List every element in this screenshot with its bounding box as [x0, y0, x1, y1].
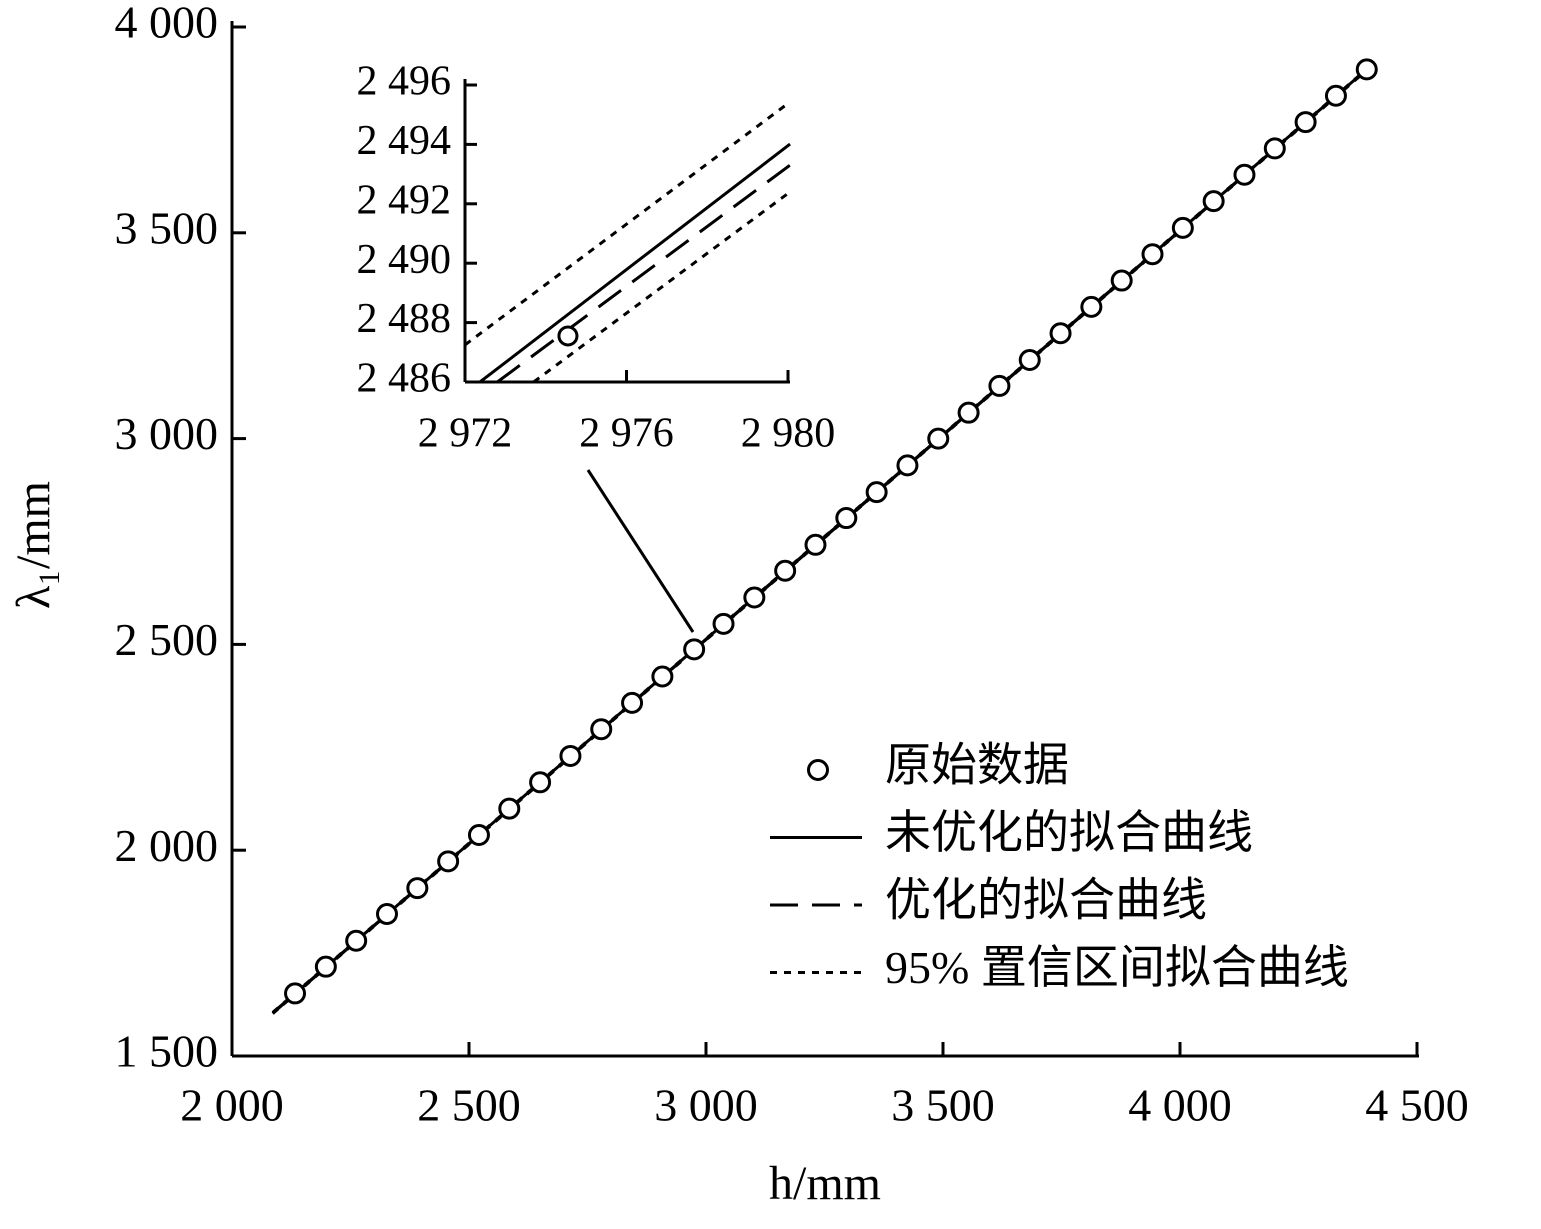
fit-line — [532, 190, 791, 384]
x-tick-label: 3 500 — [891, 1080, 995, 1131]
data-point — [284, 982, 307, 1005]
data-point — [651, 665, 674, 688]
data-point — [1080, 295, 1103, 318]
data-point — [927, 427, 950, 450]
data-point — [1263, 137, 1286, 160]
y-tick-label: 2 490 — [357, 237, 452, 283]
data-point — [1324, 84, 1347, 107]
x-tick-label: 2 980 — [741, 411, 836, 457]
data-point — [590, 718, 613, 741]
data-point — [1202, 190, 1225, 213]
y-tick-label: 3 500 — [115, 202, 219, 253]
y-tick-label: 2 488 — [357, 296, 452, 342]
legend-label: 未优化的拟合曲线 — [885, 807, 1253, 858]
y-tick-label: 2 486 — [357, 356, 452, 402]
x-tick-label: 2 976 — [579, 411, 674, 457]
y-tick-label: 4 000 — [115, 0, 219, 48]
x-tick-label: 2 500 — [417, 1080, 521, 1131]
data-point — [559, 744, 582, 767]
legend-label: 95% 置信区间拟合曲线 — [885, 942, 1349, 993]
data-point — [314, 955, 337, 978]
data-point — [1049, 322, 1072, 345]
y-tick-label: 2 492 — [357, 177, 452, 223]
data-point — [865, 481, 888, 504]
data-point — [988, 374, 1011, 397]
data-point — [621, 691, 644, 714]
x-tick-label: 4 000 — [1128, 1080, 1232, 1131]
x-tick-label: 2 972 — [418, 411, 513, 457]
y-tick-label: 2 000 — [115, 820, 219, 871]
data-point — [1355, 58, 1378, 81]
data-point — [437, 850, 460, 873]
data-point — [683, 638, 706, 661]
y-tick-label: 2 500 — [115, 614, 219, 665]
y-tick-label: 1 500 — [115, 1026, 219, 1077]
data-point — [804, 533, 827, 556]
data-point — [467, 823, 490, 846]
fit-line — [479, 142, 791, 384]
data-point — [835, 507, 858, 530]
x-tick-label: 3 000 — [654, 1080, 758, 1131]
data-point — [406, 877, 429, 900]
data-point — [375, 902, 398, 925]
x-axis-label: h/mm — [769, 1157, 881, 1210]
data-point — [1294, 111, 1317, 134]
data-point — [957, 401, 980, 424]
fit-line — [496, 163, 791, 384]
data-point — [345, 929, 368, 952]
data-point — [896, 454, 919, 477]
y-tick-label: 2 496 — [357, 59, 452, 105]
x-tick-label: 4 500 — [1365, 1080, 1469, 1131]
x-tick-label: 2 000 — [180, 1080, 284, 1131]
legend-label: 优化的拟合曲线 — [885, 875, 1207, 926]
y-tick-label: 2 494 — [357, 118, 452, 164]
legend-marker — [807, 759, 829, 781]
data-point — [774, 559, 797, 582]
legend-label: 原始数据 — [885, 740, 1069, 791]
data-point — [743, 586, 766, 609]
y-axis-label: λ₁/mm — [7, 481, 60, 609]
data-point — [529, 771, 552, 794]
fit-line — [464, 100, 791, 347]
data-point — [557, 325, 579, 347]
data-point — [1233, 163, 1256, 186]
data-point — [1110, 269, 1133, 292]
data-point — [498, 797, 521, 820]
data-point — [1018, 348, 1041, 371]
y-tick-label: 3 000 — [115, 408, 219, 459]
data-point — [1141, 243, 1164, 266]
data-point — [712, 612, 735, 635]
data-point — [1171, 216, 1194, 239]
inset-callout — [586, 469, 695, 633]
